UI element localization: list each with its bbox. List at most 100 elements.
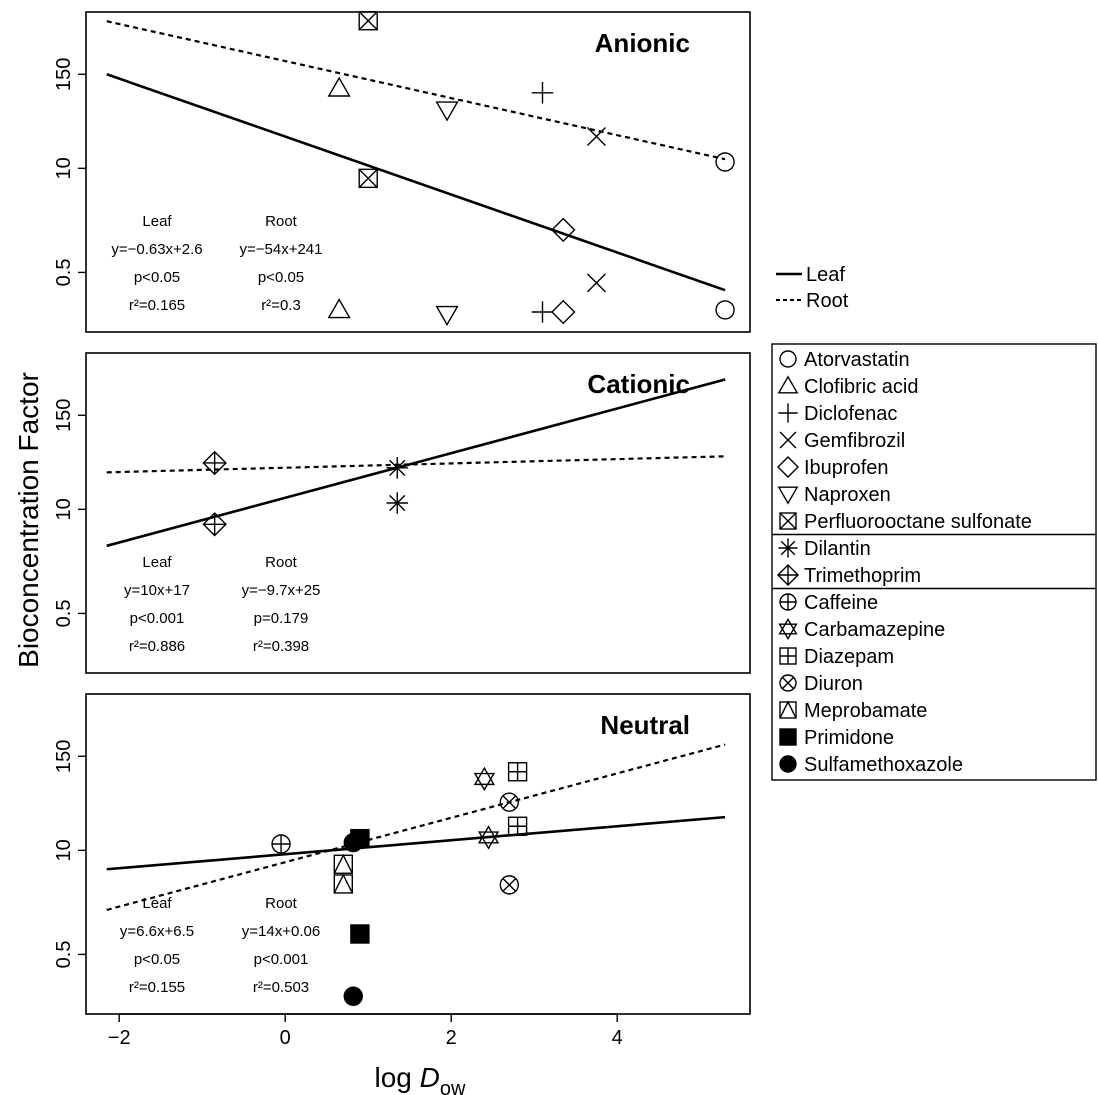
panel-title: Cationic (587, 369, 690, 399)
compound-legend-symbol (779, 674, 797, 692)
data-point (531, 301, 554, 323)
line-legend-item: Leaf (776, 264, 845, 286)
leaf-stats-text: y=6.6x+6.5 (120, 923, 194, 940)
y-tick-label: 10 (53, 157, 75, 179)
root-stats-text: y=−9.7x+25 (242, 582, 321, 599)
x-tick-label: 2 (446, 1027, 457, 1049)
root-regression-line (106, 455, 726, 474)
leaf-regression-line (106, 378, 726, 548)
compound-legend-symbol (779, 431, 797, 449)
data-point (551, 299, 576, 325)
x-axis-label-sub: ow (440, 1078, 466, 1095)
compound-legend-item: Caffeine (779, 592, 878, 614)
root-stats-text: r²=0.503 (253, 979, 309, 996)
compound-legend-item: Diuron (779, 673, 863, 695)
data-point (715, 300, 735, 320)
compound-legend-symbol (779, 700, 797, 719)
line-legend-label: Leaf (806, 264, 845, 286)
compound-legend-symbol (777, 486, 799, 505)
data-point (327, 298, 351, 319)
data-point (586, 127, 606, 146)
data-point (358, 11, 378, 31)
root-stats-text: p<0.001 (254, 951, 309, 968)
compound-legend-item: Dilantin (778, 538, 871, 560)
leaf-regression-line (106, 815, 726, 871)
x-axis: −2 0 2 4 (108, 1013, 623, 1049)
y-tick-label: 150 (53, 399, 75, 432)
compound-legend-item: Atorvastatin (779, 349, 910, 371)
leaf-stats-text: y=−0.63x+2.6 (111, 241, 202, 258)
leaf-stats-text: y=10x+17 (124, 582, 190, 599)
compound-legend-label: Atorvastatin (804, 349, 910, 371)
compound-legend-label: Carbamazepine (804, 619, 945, 641)
panel-neutral: 0.5 10 150 Neutral Leaf y=6.6x+6.5 p<0.05 r²=0.… (53, 693, 751, 1015)
compound-legend-symbol (778, 403, 798, 423)
compound-legend-symbol (779, 728, 797, 746)
x-axis-label-main: log (375, 1062, 420, 1093)
leaf-stats-text: Leaf (142, 213, 172, 230)
root-stats-text: Root (265, 554, 298, 571)
compound-legend-item: Trimethoprim (777, 564, 921, 587)
y-tick-label: 10 (53, 839, 75, 861)
root-regression-line (106, 743, 726, 911)
compound-legend-symbol (777, 456, 799, 478)
compound-legend-symbol (778, 618, 798, 640)
x-tick-label: 4 (612, 1027, 623, 1049)
panel-anionic: 0.5 10 150 Anionic Leaf y=−0.63x+2.6 p<0.05 r²=… (53, 11, 751, 333)
compound-legend-label: Meprobamate (804, 700, 927, 722)
data-point (343, 986, 363, 1006)
data-point (386, 492, 409, 514)
panel-frame (85, 352, 751, 674)
panels-layer: 0.5 10 150 Anionic Leaf y=−0.63x+2.6 p<0.05 r²=… (53, 11, 751, 1015)
data-point (327, 76, 351, 97)
compound-legend-label: Primidone (804, 727, 894, 749)
compound-legend-symbol (778, 538, 798, 558)
root-stats-text: Root (265, 213, 298, 230)
data-point (499, 792, 519, 812)
x-axis-label: log Dow (375, 1062, 467, 1095)
panel-title: Anionic (595, 28, 690, 58)
compound-legend-frame (771, 343, 1097, 781)
x-tick-label: 0 (280, 1027, 291, 1049)
leaf-stats-text: r²=0.886 (129, 638, 185, 655)
data-point (343, 832, 363, 853)
root-stats-text: Root (265, 895, 298, 912)
compound-legend-label: Diazepam (804, 646, 894, 668)
compound-legend-label: Diclofenac (804, 403, 897, 425)
line-legend: Leaf Root (776, 264, 849, 312)
panel-frame (85, 11, 751, 333)
data-point (477, 825, 500, 850)
leaf-stats-text: Leaf (142, 554, 172, 571)
panel-title: Neutral (600, 710, 690, 740)
data-point (350, 924, 370, 944)
data-point (202, 450, 227, 476)
data-point (473, 766, 496, 792)
data-point (531, 81, 554, 104)
line-legend-label: Root (806, 290, 849, 312)
data-point (507, 816, 528, 836)
panel-cationic: 0.5 10 150 Cationic Leaf y=10x+17 p<0.001 r²=0.… (53, 352, 751, 674)
data-point (507, 762, 528, 782)
leaf-stats-text: p<0.001 (130, 610, 185, 627)
y-tick-label: 150 (53, 740, 75, 773)
root-regression-line (106, 20, 726, 161)
root-stats-text: r²=0.398 (253, 638, 309, 655)
y-tick-label: 0.5 (53, 259, 75, 287)
compound-legend-symbol (777, 375, 799, 394)
root-stats-text: r²=0.3 (261, 297, 301, 314)
data-point (586, 273, 606, 293)
data-point (499, 875, 519, 895)
data-point (551, 217, 576, 243)
compound-legend-label: Clofibric acid (804, 376, 918, 398)
leaf-regression-line (106, 73, 726, 292)
leaf-stats-text: Leaf (142, 895, 172, 912)
compound-legend-item: Carbamazepine (778, 618, 945, 641)
compound-legend-item: Gemfibrozil (779, 430, 905, 452)
y-tick-label: 150 (53, 58, 75, 91)
compound-legend-label: Dilantin (804, 538, 871, 560)
data-point (333, 873, 353, 894)
leaf-stats-text: p<0.05 (134, 269, 180, 286)
data-point (333, 853, 353, 874)
data-point (202, 512, 227, 537)
